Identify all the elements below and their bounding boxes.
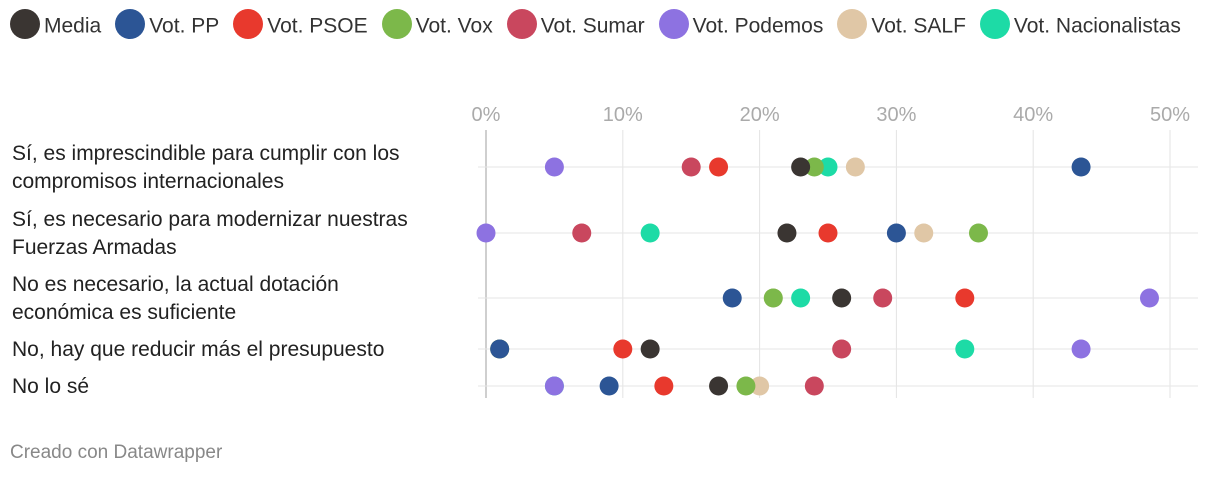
- legend-item: Vot. Nacionalistas: [979, 8, 1181, 44]
- data-point: [654, 376, 674, 396]
- legend-swatch: [658, 9, 689, 40]
- legend-item: Vot. SALF: [837, 8, 966, 44]
- data-point: [572, 223, 592, 243]
- data-point: [845, 157, 865, 177]
- data-point: [832, 339, 852, 359]
- legend-swatch: [381, 9, 412, 40]
- x-tick-label: 50%: [1150, 104, 1190, 126]
- row-label-line: No lo sé: [12, 375, 89, 398]
- legend-swatch: [979, 9, 1010, 40]
- data-point: [791, 157, 811, 177]
- row-label: No es necesario, la actual dotación econó…: [12, 273, 339, 324]
- data-point: [968, 223, 988, 243]
- row-label: Sí, es necesario para modernizar nuestra…: [12, 208, 408, 259]
- data-point: [818, 223, 838, 243]
- data-point: [955, 288, 975, 308]
- legend-item: Vot. Vox: [381, 8, 493, 44]
- row-label-line: económica es suficiente: [12, 301, 236, 324]
- data-point: [804, 157, 824, 177]
- legend-label: Vot. SALF: [871, 14, 966, 38]
- data-point: [709, 157, 729, 177]
- x-tick-label: 20%: [740, 104, 780, 126]
- legend-item: Vot. Podemos: [658, 8, 824, 44]
- data-point: [476, 223, 496, 243]
- data-point: [1139, 288, 1159, 308]
- data-point: [886, 223, 906, 243]
- data-point: [544, 157, 564, 177]
- data-point: [544, 376, 564, 396]
- data-point: [722, 288, 742, 308]
- x-tick-label: 10%: [603, 104, 643, 126]
- legend-label: Vot. PSOE: [267, 14, 368, 38]
- legend-item: Media: [10, 8, 101, 44]
- data-point: [640, 223, 660, 243]
- legend-swatch: [10, 9, 40, 40]
- credit-text: Creado con Datawrapper: [10, 442, 223, 463]
- row-label-line: No es necesario, la actual dotación: [12, 273, 339, 296]
- x-tick-label: 30%: [876, 104, 916, 126]
- dot-plot-chart: 0% 10% 20% 30% 40% 50% Sí, es imprescindible p…: [12, 104, 1198, 398]
- row-label-line: compromisos internacionales: [12, 170, 284, 193]
- row-label: Sí, es imprescindible para cumplir con l…: [12, 142, 400, 193]
- row-label: No lo sé: [12, 375, 89, 398]
- data-point: [804, 376, 824, 396]
- data-point: [709, 376, 729, 396]
- data-point: [613, 339, 633, 359]
- row-label-line: Sí, es necesario para modernizar nuestra…: [12, 208, 408, 231]
- data-point: [791, 288, 811, 308]
- x-tick-label: 40%: [1013, 104, 1053, 126]
- data-point: [955, 339, 975, 359]
- legend-swatch: [506, 9, 537, 40]
- legend-label: Vot. Podemos: [692, 14, 824, 38]
- data-point: [763, 288, 783, 308]
- legend-label: Media: [44, 14, 102, 38]
- legend-label: Vot. PP: [149, 14, 220, 38]
- data-point: [750, 376, 770, 396]
- data-point: [681, 157, 701, 177]
- legend-item: Vot. PSOE: [233, 8, 368, 44]
- data-point: [832, 288, 852, 308]
- data-point: [1071, 157, 1091, 177]
- legend: Media Vot. PP Vot. PSOE Vot. Vox Vot. Sumar V…: [10, 8, 1210, 44]
- legend-item: Vot. Sumar: [506, 8, 645, 44]
- data-point: [599, 376, 619, 396]
- row-label-line: Fuerzas Armadas: [12, 236, 177, 259]
- data-point: [873, 288, 893, 308]
- data-point: [914, 223, 934, 243]
- data-point: [777, 223, 797, 243]
- data-point: [818, 157, 838, 177]
- row-label-line: No, hay que reducir más el presupuesto: [12, 338, 384, 361]
- data-point: [736, 376, 756, 396]
- data-point: [490, 339, 510, 359]
- x-tick-label: 0%: [472, 104, 501, 126]
- legend-label: Vot. Sumar: [540, 14, 645, 38]
- legend-swatch: [233, 9, 264, 40]
- data-point: [1071, 339, 1091, 359]
- legend-swatch: [837, 9, 868, 40]
- legend-label: Vot. Nacionalistas: [1013, 14, 1181, 38]
- row-label-line: Sí, es imprescindible para cumplir con l…: [12, 142, 400, 165]
- legend-label: Vot. Vox: [415, 14, 493, 38]
- legend-item: Vot. PP: [115, 8, 219, 44]
- data-point: [640, 339, 660, 359]
- legend-swatch: [115, 9, 146, 40]
- row-label: No, hay que reducir más el presupuesto: [12, 338, 384, 361]
